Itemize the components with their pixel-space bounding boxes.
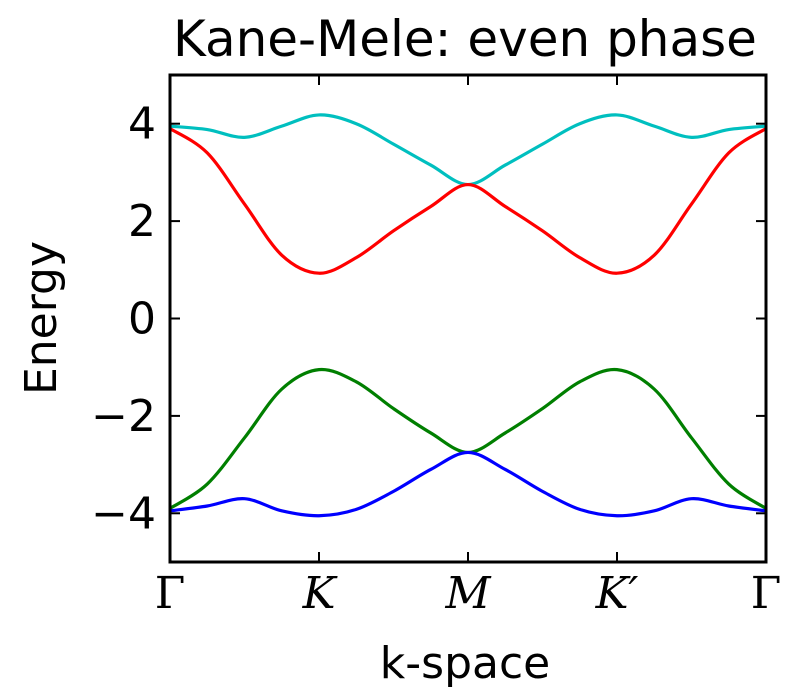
- y-axis-title: Energy: [16, 241, 67, 395]
- plot-area: [169, 113, 767, 518]
- y-tick-label: −2: [91, 391, 156, 442]
- x-tick-label: Γ: [155, 568, 186, 619]
- band-line-4: [169, 450, 767, 518]
- axis-ticks: 4 2 0 −2 −4 Γ K M K′ Γ: [91, 75, 781, 619]
- x-tick-label: Γ: [751, 568, 782, 619]
- band-line-1: [169, 113, 767, 187]
- x-tick-label: K: [302, 568, 338, 619]
- y-tick-label: 2: [128, 196, 156, 247]
- y-tick-label: 0: [128, 294, 156, 345]
- band-line-2: [169, 127, 767, 275]
- x-tick-label: M: [444, 568, 491, 619]
- plot-frame: [168, 73, 768, 564]
- chart-title: Kane-Mele: even phase: [173, 10, 757, 68]
- x-tick-label: K′: [595, 568, 639, 619]
- y-tick-label: 4: [128, 99, 156, 150]
- x-axis-title: k-space: [380, 638, 550, 689]
- y-tick-label: −4: [91, 488, 156, 539]
- band-line-3: [169, 367, 767, 510]
